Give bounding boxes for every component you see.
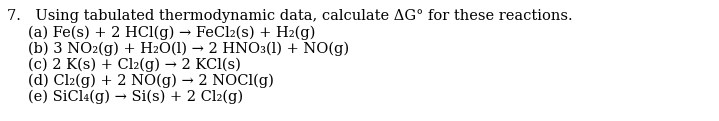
Text: (a) Fe(s) + 2 HCl(g) → FeCl₂(s) + H₂(g): (a) Fe(s) + 2 HCl(g) → FeCl₂(s) + H₂(g) (28, 26, 316, 40)
Text: (d) Cl₂(g) + 2 NO(g) → 2 NOCl(g): (d) Cl₂(g) + 2 NO(g) → 2 NOCl(g) (28, 74, 274, 88)
Text: (c) 2 K(s) + Cl₂(g) → 2 KCl(s): (c) 2 K(s) + Cl₂(g) → 2 KCl(s) (28, 58, 241, 72)
Text: (b) 3 NO₂(g) + H₂O(l) → 2 HNO₃(l) + NO(g): (b) 3 NO₂(g) + H₂O(l) → 2 HNO₃(l) + NO(g… (28, 42, 349, 56)
Text: 7. Using tabulated thermodynamic data, calculate ΔG° for these reactions.: 7. Using tabulated thermodynamic data, c… (7, 9, 572, 23)
Text: (e) SiCl₄(g) → Si(s) + 2 Cl₂(g): (e) SiCl₄(g) → Si(s) + 2 Cl₂(g) (28, 90, 243, 104)
